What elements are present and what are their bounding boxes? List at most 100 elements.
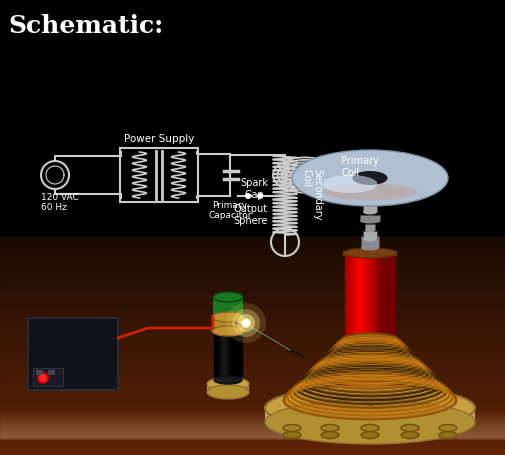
Bar bbox=[0, 416, 505, 417]
Bar bbox=[390, 253, 391, 390]
Ellipse shape bbox=[355, 166, 386, 190]
Ellipse shape bbox=[369, 169, 371, 187]
Bar bbox=[0, 407, 505, 408]
Bar bbox=[0, 317, 505, 318]
Bar bbox=[0, 420, 505, 422]
Bar bbox=[232, 320, 233, 380]
Bar bbox=[355, 253, 356, 390]
Bar bbox=[0, 365, 505, 366]
Bar bbox=[0, 436, 505, 437]
Bar bbox=[0, 256, 505, 257]
Bar bbox=[0, 300, 505, 301]
Circle shape bbox=[237, 314, 255, 332]
Bar bbox=[0, 297, 505, 298]
Bar bbox=[0, 263, 505, 264]
Bar bbox=[0, 335, 505, 336]
Bar bbox=[377, 253, 378, 390]
Bar bbox=[0, 411, 505, 412]
Bar bbox=[374, 253, 375, 390]
Ellipse shape bbox=[323, 184, 417, 200]
Ellipse shape bbox=[316, 156, 425, 200]
Bar bbox=[0, 322, 505, 323]
Bar bbox=[0, 273, 505, 274]
Bar bbox=[365, 253, 366, 390]
Bar bbox=[385, 253, 386, 390]
Bar bbox=[379, 253, 380, 390]
Ellipse shape bbox=[319, 157, 421, 199]
Bar bbox=[0, 253, 505, 254]
Bar bbox=[369, 253, 370, 390]
Bar bbox=[394, 253, 395, 390]
Bar bbox=[0, 421, 505, 422]
Bar bbox=[380, 253, 381, 390]
Ellipse shape bbox=[352, 171, 387, 185]
Bar bbox=[226, 320, 227, 380]
Bar bbox=[0, 436, 505, 438]
Bar bbox=[0, 426, 505, 428]
Bar bbox=[0, 431, 505, 433]
Ellipse shape bbox=[296, 151, 444, 205]
Ellipse shape bbox=[283, 425, 301, 431]
Ellipse shape bbox=[213, 292, 243, 302]
Bar bbox=[0, 394, 505, 395]
Bar bbox=[0, 427, 505, 429]
Bar bbox=[0, 384, 505, 385]
Ellipse shape bbox=[326, 158, 414, 197]
Bar bbox=[0, 430, 505, 432]
Bar bbox=[0, 245, 505, 246]
Bar bbox=[0, 443, 505, 444]
Bar bbox=[375, 253, 376, 390]
Bar bbox=[0, 244, 505, 245]
Bar bbox=[0, 241, 505, 242]
Ellipse shape bbox=[283, 431, 301, 439]
Bar bbox=[0, 349, 505, 350]
Bar bbox=[0, 350, 505, 351]
Bar bbox=[216, 320, 217, 380]
Bar bbox=[0, 251, 505, 252]
Bar bbox=[0, 413, 505, 415]
Ellipse shape bbox=[213, 316, 243, 326]
Ellipse shape bbox=[214, 376, 242, 384]
Bar bbox=[0, 353, 505, 354]
Bar bbox=[0, 351, 505, 352]
Bar bbox=[0, 415, 505, 417]
Bar bbox=[0, 301, 505, 302]
Bar bbox=[0, 391, 505, 392]
Bar bbox=[0, 428, 505, 430]
Bar bbox=[0, 281, 505, 282]
Bar bbox=[0, 288, 505, 289]
Ellipse shape bbox=[212, 326, 244, 336]
Bar bbox=[0, 452, 505, 453]
Bar bbox=[0, 448, 505, 449]
Bar bbox=[0, 432, 505, 434]
Bar bbox=[312, 403, 318, 405]
Bar bbox=[363, 231, 377, 239]
Bar bbox=[0, 387, 505, 388]
Ellipse shape bbox=[365, 228, 375, 233]
Ellipse shape bbox=[335, 161, 405, 195]
Bar bbox=[0, 332, 505, 333]
Bar bbox=[0, 259, 505, 260]
Bar bbox=[0, 434, 505, 436]
Bar bbox=[0, 363, 505, 364]
Bar bbox=[359, 253, 360, 390]
Bar bbox=[0, 298, 505, 299]
Bar bbox=[0, 320, 505, 321]
Text: Secondary
Coil: Secondary Coil bbox=[301, 169, 323, 221]
Bar bbox=[368, 253, 369, 390]
Bar bbox=[0, 268, 505, 269]
Bar bbox=[349, 253, 350, 390]
Bar bbox=[0, 422, 505, 424]
Bar bbox=[0, 435, 505, 437]
Bar bbox=[0, 432, 505, 433]
Ellipse shape bbox=[328, 159, 412, 197]
Bar bbox=[0, 389, 505, 390]
Bar bbox=[381, 253, 382, 390]
Bar bbox=[240, 320, 241, 380]
Bar bbox=[0, 296, 505, 297]
Bar bbox=[0, 360, 505, 361]
Ellipse shape bbox=[292, 150, 448, 206]
Bar bbox=[0, 425, 505, 427]
Ellipse shape bbox=[308, 154, 432, 202]
Bar bbox=[361, 253, 362, 390]
